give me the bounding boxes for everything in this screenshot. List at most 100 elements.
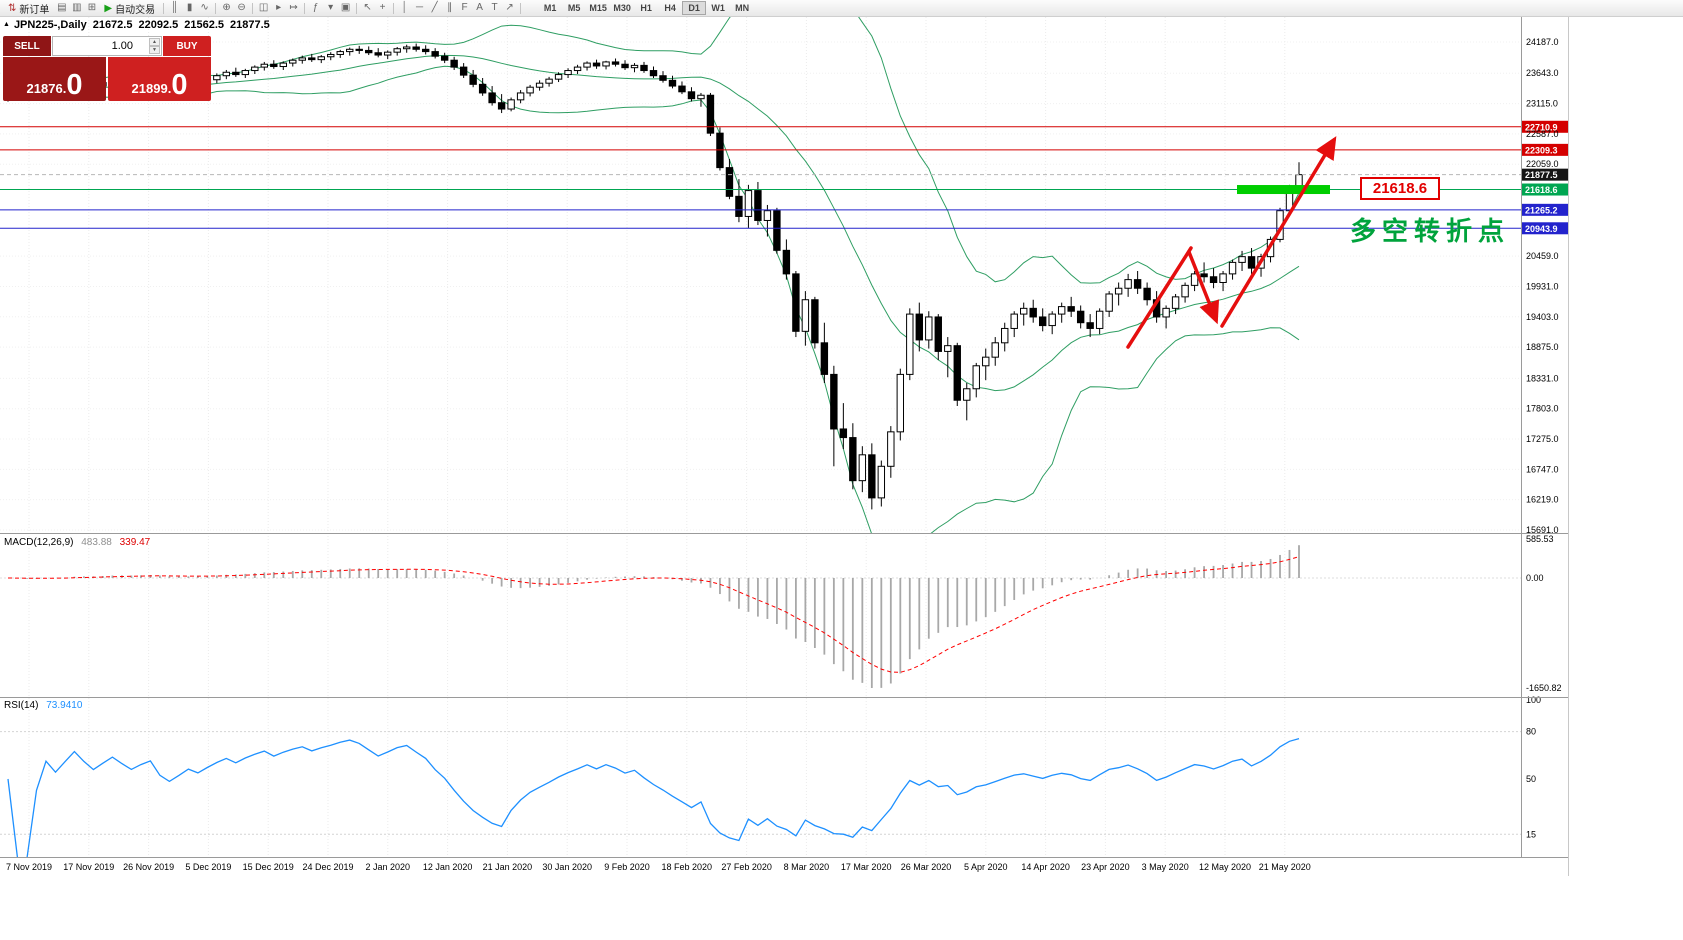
candle-body <box>773 210 781 251</box>
templates-button[interactable]: ▣ <box>338 1 353 15</box>
periods-button[interactable]: ▾ <box>323 1 338 15</box>
svg-text:19931.0: 19931.0 <box>1526 281 1559 291</box>
zoom-out-button[interactable]: ⊖ <box>234 1 249 15</box>
candle-body <box>1029 307 1037 318</box>
svg-text:12 May 2020: 12 May 2020 <box>1199 862 1251 872</box>
indicators-button[interactable]: ƒ <box>308 1 323 15</box>
rsi-axis[interactable]: 100 80 50 15 <box>1526 695 1541 839</box>
timeframe-H4[interactable]: H4 <box>658 1 682 15</box>
arrows-button[interactable]: ↗ <box>502 1 517 15</box>
buy-price-big: 0 <box>171 69 188 102</box>
candle-body <box>384 51 392 56</box>
turning-point-note[interactable]: 多空转折点 <box>1350 216 1511 246</box>
candle-body <box>1105 293 1113 312</box>
candle-body <box>270 63 278 68</box>
candle-body <box>1067 306 1075 312</box>
macd-header: MACD(12,26,9) 483.88 339.47 <box>4 537 150 548</box>
trend-arrow <box>1126 246 1193 349</box>
volume-up-icon[interactable]: ▲ <box>149 38 160 46</box>
chart-shift-button[interactable]: ↦ <box>286 1 301 15</box>
vertical-line-icon: │ <box>401 2 408 13</box>
svg-text:22059.0: 22059.0 <box>1526 159 1559 169</box>
level-badge <box>1522 183 1568 196</box>
timeframe-M15[interactable]: M15 <box>586 1 610 15</box>
candle-body <box>516 92 525 101</box>
tile-windows-button[interactable]: ◫ <box>256 1 271 15</box>
one-click-toggle-icon[interactable]: ▲ <box>3 21 10 28</box>
timeframe-D1[interactable]: D1 <box>682 1 707 15</box>
trendline-button[interactable]: ╱ <box>427 1 442 15</box>
candle-body <box>1001 327 1009 344</box>
bar-chart-button[interactable]: ║ <box>167 1 182 15</box>
svg-text:22309.3: 22309.3 <box>1525 145 1558 155</box>
date-axis[interactable]: 7 Nov 2019 17 Nov 2019 26 Nov 2019 5 Dec 20… <box>6 862 1311 872</box>
svg-text:21265.2: 21265.2 <box>1525 205 1558 215</box>
vertical-line-button[interactable]: │ <box>397 1 412 15</box>
candle-body <box>497 102 506 110</box>
support-highlight-bar[interactable] <box>1237 185 1330 195</box>
volume-input[interactable] <box>53 37 135 55</box>
timeframe-MN[interactable]: MN <box>730 1 754 15</box>
candle-body <box>393 48 401 53</box>
svg-text:17803.0: 17803.0 <box>1526 404 1559 414</box>
timeframe-W1[interactable]: W1 <box>706 1 730 15</box>
svg-text:15: 15 <box>1526 829 1536 839</box>
trend-arrows[interactable] <box>1126 136 1337 349</box>
pane-separators <box>0 16 1569 876</box>
timeframe-M30[interactable]: M30 <box>610 1 634 15</box>
sell-button[interactable]: SELL <box>3 36 51 56</box>
channel-button[interactable]: ∥ <box>442 1 457 15</box>
svg-text:16747.0: 16747.0 <box>1526 464 1559 474</box>
svg-text:585.53: 585.53 <box>1526 534 1554 544</box>
candle-body <box>469 74 477 85</box>
price-axis[interactable]: 24187.0 23643.0 23115.0 22587.0 22059.0 20459… <box>1526 37 1559 535</box>
horizontal-line-button[interactable]: ─ <box>412 1 427 15</box>
macd-label: MACD(12,26,9) <box>4 537 74 548</box>
level-badge <box>1522 203 1568 216</box>
trendline-icon: ╱ <box>431 2 438 13</box>
cursor-button[interactable]: ↖ <box>360 1 375 15</box>
candle-body <box>1020 307 1028 315</box>
tile-windows-icon: ◫ <box>258 2 269 13</box>
timeframe-M1[interactable]: M1 <box>538 1 562 15</box>
candle-body <box>858 454 867 482</box>
terminal-button[interactable]: ▤ <box>54 1 69 15</box>
timeframe-M5[interactable]: M5 <box>562 1 586 15</box>
buy-button[interactable]: BUY <box>163 36 211 56</box>
candle-body <box>982 356 990 367</box>
rsi-value: 73.9410 <box>46 700 83 711</box>
zoom-in-button[interactable]: ⊕ <box>219 1 234 15</box>
fibonacci-button[interactable]: F <box>457 1 472 15</box>
indicators-icon: ƒ <box>312 2 319 13</box>
svg-text:19403.0: 19403.0 <box>1526 312 1559 322</box>
candle-body <box>782 249 791 275</box>
highlight-zone[interactable] <box>1237 185 1330 195</box>
candle-body <box>535 82 544 88</box>
price-levels[interactable]: 22710.9 22309.3 21877.5 21618.6 21265.2 20943… <box>0 120 1568 235</box>
new-chart-button[interactable]: ⊞ <box>84 1 99 15</box>
line-chart-button[interactable]: ∿ <box>197 1 212 15</box>
svg-text:21877.5: 21877.5 <box>1525 170 1558 180</box>
bollinger-middle-band <box>7 54 1300 392</box>
macd-signal-line <box>7 556 1300 673</box>
candle-body <box>830 373 838 430</box>
auto-scroll-button[interactable]: ▸ <box>271 1 286 15</box>
volume-down-icon[interactable]: ▼ <box>149 46 160 54</box>
candlestick-chart-button[interactable]: ▮ <box>182 1 197 15</box>
sell-price-panel[interactable]: 21876. 0 <box>3 57 106 101</box>
svg-text:100: 100 <box>1526 695 1541 705</box>
autotrading-button[interactable]: ▶ 自动交易 <box>99 1 160 16</box>
buy-price-panel[interactable]: 21899. 0 <box>108 57 211 101</box>
candle-body <box>868 454 876 499</box>
price-callout-box[interactable]: 21618.6 <box>1360 177 1440 200</box>
new-order-button[interactable]: ⇅ 新订单 <box>3 1 54 16</box>
timeframe-H1[interactable]: H1 <box>634 1 658 15</box>
text-button[interactable]: A <box>472 1 487 15</box>
macd-axis[interactable]: 585.53 0.00 -1650.82 <box>1526 534 1562 693</box>
navigator-button[interactable]: ▥ <box>69 1 84 15</box>
candle-body <box>668 79 677 87</box>
svg-text:7 Nov 2019: 7 Nov 2019 <box>6 862 52 872</box>
crosshair-button[interactable]: + <box>375 1 390 15</box>
text-label-button[interactable]: T <box>487 1 502 15</box>
